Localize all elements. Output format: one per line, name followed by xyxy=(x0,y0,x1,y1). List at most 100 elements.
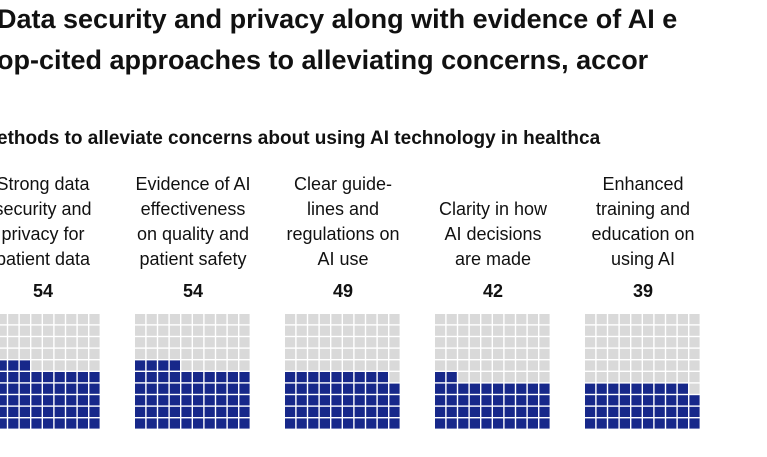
empty-cell xyxy=(43,337,54,348)
empty-cell xyxy=(446,325,457,336)
filled-cell xyxy=(308,372,319,383)
filled-cell xyxy=(135,418,146,429)
empty-cell xyxy=(527,325,538,336)
filled-cell xyxy=(608,383,619,394)
empty-cell xyxy=(216,325,227,336)
filled-cell xyxy=(366,418,377,429)
category-label: using AI xyxy=(611,249,675,269)
filled-cell xyxy=(504,383,515,394)
empty-cell xyxy=(0,337,7,348)
empty-cell xyxy=(481,348,492,359)
empty-cell xyxy=(169,314,180,325)
filled-cell xyxy=(158,406,169,417)
filled-cell xyxy=(158,418,169,429)
empty-cell xyxy=(169,348,180,359)
empty-cell xyxy=(689,348,700,359)
empty-cell xyxy=(585,314,596,325)
empty-cell xyxy=(66,325,77,336)
empty-cell xyxy=(8,314,19,325)
empty-cell xyxy=(343,337,354,348)
filled-cell xyxy=(181,372,192,383)
filled-cell xyxy=(331,383,342,394)
empty-cell xyxy=(158,337,169,348)
empty-cell xyxy=(227,337,238,348)
empty-cell xyxy=(516,314,527,325)
empty-cell xyxy=(193,348,204,359)
empty-cell xyxy=(481,314,492,325)
filled-cell xyxy=(8,418,19,429)
filled-cell xyxy=(181,383,192,394)
empty-cell xyxy=(216,348,227,359)
empty-cell xyxy=(216,314,227,325)
filled-cell xyxy=(619,406,630,417)
filled-cell xyxy=(19,395,30,406)
filled-cell xyxy=(216,406,227,417)
empty-cell xyxy=(77,325,88,336)
filled-cell xyxy=(8,360,19,371)
filled-cell xyxy=(343,395,354,406)
empty-cell xyxy=(181,360,192,371)
filled-cell xyxy=(239,418,250,429)
filled-cell xyxy=(596,395,607,406)
empty-cell xyxy=(193,314,204,325)
empty-cell xyxy=(227,325,238,336)
filled-cell xyxy=(135,395,146,406)
filled-cell xyxy=(319,418,330,429)
filled-cell xyxy=(493,406,504,417)
empty-cell xyxy=(493,337,504,348)
filled-cell xyxy=(643,395,654,406)
filled-cell xyxy=(216,418,227,429)
empty-cell xyxy=(239,325,250,336)
empty-cell xyxy=(181,325,192,336)
filled-cell xyxy=(446,383,457,394)
empty-cell xyxy=(458,360,469,371)
filled-cell xyxy=(354,372,365,383)
empty-cell xyxy=(666,348,677,359)
filled-cell xyxy=(377,383,388,394)
empty-cell xyxy=(516,372,527,383)
empty-cell xyxy=(666,314,677,325)
empty-cell xyxy=(31,325,42,336)
filled-cell xyxy=(619,395,630,406)
filled-cell xyxy=(8,383,19,394)
empty-cell xyxy=(389,348,400,359)
empty-cell xyxy=(296,325,307,336)
empty-cell xyxy=(504,360,515,371)
category-label: lines and xyxy=(307,199,379,219)
filled-cell xyxy=(677,418,688,429)
empty-cell xyxy=(631,372,642,383)
empty-cell xyxy=(366,325,377,336)
category-label: education on xyxy=(591,224,694,244)
empty-cell xyxy=(43,348,54,359)
empty-cell xyxy=(0,314,7,325)
empty-cell xyxy=(216,360,227,371)
empty-cell xyxy=(319,348,330,359)
filled-cell xyxy=(527,406,538,417)
empty-cell xyxy=(169,325,180,336)
empty-cell xyxy=(319,337,330,348)
filled-cell xyxy=(19,360,30,371)
filled-cell xyxy=(377,418,388,429)
empty-cell xyxy=(89,325,100,336)
empty-cell xyxy=(239,314,250,325)
empty-cell xyxy=(539,348,550,359)
empty-cell xyxy=(643,314,654,325)
empty-cell xyxy=(596,337,607,348)
filled-cell xyxy=(666,383,677,394)
filled-cell xyxy=(458,418,469,429)
empty-cell xyxy=(19,314,30,325)
filled-cell xyxy=(227,418,238,429)
empty-cell xyxy=(0,325,7,336)
filled-cell xyxy=(169,395,180,406)
empty-cell xyxy=(608,337,619,348)
filled-cell xyxy=(77,383,88,394)
filled-cell xyxy=(366,406,377,417)
empty-cell xyxy=(527,348,538,359)
empty-cell xyxy=(435,314,446,325)
filled-cell xyxy=(585,383,596,394)
empty-cell xyxy=(619,360,630,371)
filled-cell xyxy=(296,395,307,406)
filled-cell xyxy=(239,406,250,417)
filled-cell xyxy=(8,395,19,406)
